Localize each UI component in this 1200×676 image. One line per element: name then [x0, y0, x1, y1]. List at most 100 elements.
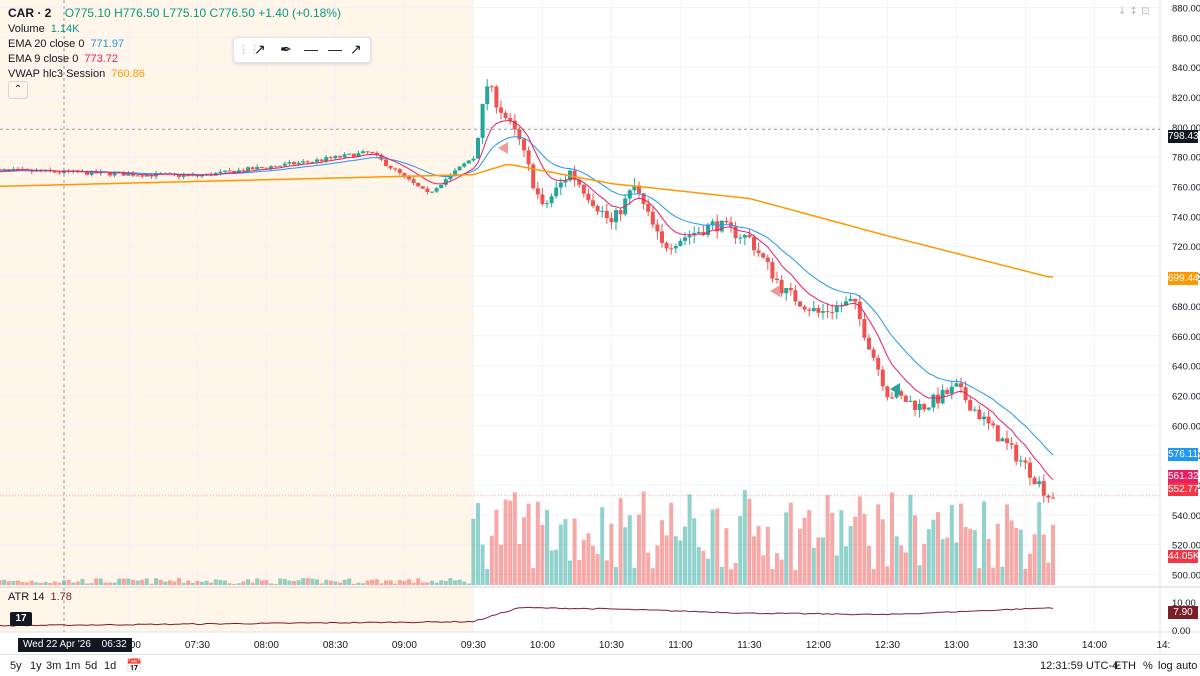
range-5d[interactable]: 5d	[85, 660, 98, 672]
horizontal-ray-icon[interactable]: —	[328, 41, 342, 57]
volume-bar	[112, 582, 117, 585]
volume-bar	[80, 579, 85, 585]
time-tick-label: 08:30	[323, 640, 348, 651]
candle-body	[264, 167, 269, 169]
candle-body	[986, 416, 991, 424]
price-tick-label: 760.00	[1172, 183, 1200, 194]
range-3m[interactable]: 3m	[46, 660, 62, 672]
volume-bar	[94, 578, 99, 585]
auto-toggle[interactable]: auto	[1176, 660, 1198, 672]
volume-bar	[278, 578, 283, 585]
candle-body	[499, 107, 503, 113]
candle-body	[1046, 495, 1051, 498]
time-tick-label: 08:00	[254, 640, 279, 651]
volume-bar	[416, 578, 421, 585]
last-price-label: 552.77	[1168, 483, 1199, 496]
volume-bar	[825, 495, 830, 585]
candle-body	[503, 112, 508, 119]
brush-icon[interactable]: ✒	[280, 41, 292, 57]
volume-bar	[650, 568, 655, 585]
atr-legend[interactable]: ATR 14 1.78	[8, 591, 72, 603]
candle-body	[600, 210, 605, 212]
volume-bar	[890, 492, 894, 585]
volume-bar	[1009, 520, 1014, 585]
volume-bar	[821, 537, 825, 585]
candle-body	[664, 242, 669, 249]
volume-bar	[954, 542, 959, 585]
candle-body	[604, 210, 609, 219]
low-value: L775.10	[162, 6, 207, 20]
trend-line-icon[interactable]: ↗	[254, 41, 266, 57]
candle-body	[830, 312, 835, 314]
line-icon[interactable]: ↗	[350, 41, 362, 57]
candle-body	[678, 240, 683, 246]
range-1m[interactable]: 1m	[65, 660, 81, 672]
candle-body	[471, 158, 476, 161]
volume-bar	[885, 566, 890, 585]
volume-bar	[1000, 566, 1005, 585]
volume-bar	[1028, 553, 1032, 585]
candle-body	[287, 162, 292, 164]
ema9-legend[interactable]: EMA 9 close 0 773.72	[8, 53, 118, 65]
grip-icon[interactable]: ⋮⋮	[238, 44, 260, 56]
volume-bar	[25, 582, 30, 585]
candle-body	[968, 400, 973, 411]
tradingview-logo[interactable]: 17	[10, 612, 32, 626]
volume-bar	[669, 502, 674, 585]
time-tick-label: 12:00	[806, 640, 831, 651]
volume-bar	[1032, 534, 1037, 585]
volume-bar	[89, 583, 94, 585]
candle-body	[200, 175, 204, 177]
volume-bar	[34, 582, 39, 585]
candle-body	[52, 171, 57, 173]
volume-bar	[632, 567, 637, 585]
time-tick-label: 13:30	[1013, 640, 1038, 651]
ema20-legend[interactable]: EMA 20 close 0 771.97	[8, 38, 124, 50]
vwap-legend[interactable]: VWAP hlc3 Session 760.86	[8, 68, 145, 80]
candle-body	[508, 118, 513, 121]
candle-body	[646, 204, 651, 212]
collapse-legend-button[interactable]: ⌃	[8, 81, 28, 99]
candle-body	[439, 184, 444, 189]
range-5y[interactable]: 5y	[10, 660, 22, 672]
volume-legend[interactable]: Volume 1.14K	[8, 23, 79, 35]
volume-bar	[20, 581, 25, 585]
volume-bar	[172, 581, 177, 585]
price-tick-label: 620.00	[1172, 391, 1200, 402]
volume-bar	[963, 527, 968, 585]
calendar-icon[interactable]: 📅	[126, 658, 143, 673]
volume-bar	[1014, 527, 1019, 585]
clock-label[interactable]: 12:31:59 UTC-4	[1040, 660, 1119, 672]
candle-body	[742, 235, 747, 238]
candle-body	[917, 404, 922, 410]
candle-body	[430, 191, 434, 193]
log-toggle[interactable]: log	[1158, 660, 1173, 672]
candle-body	[972, 409, 977, 411]
volume-bar	[1046, 562, 1051, 585]
candle-body	[411, 179, 416, 183]
volume-bar	[839, 510, 844, 585]
candle-body	[278, 165, 283, 167]
volume-bar	[931, 519, 936, 585]
candle-body	[232, 170, 237, 174]
candle-body	[416, 182, 421, 187]
range-1d[interactable]: 1d	[104, 660, 117, 672]
session-label[interactable]: ETH	[1114, 660, 1136, 672]
candle-body	[522, 139, 526, 151]
range-1y[interactable]: 1y	[30, 660, 42, 672]
candle-body	[246, 167, 250, 172]
crosshair-date-label: Wed 22 Apr '26 06:32	[18, 638, 132, 652]
candle-body	[848, 298, 853, 302]
volume-bar	[913, 515, 917, 585]
vwap-label: VWAP hlc3 Session	[8, 68, 106, 80]
horizontal-line-icon[interactable]: —	[304, 41, 318, 57]
volume-bar	[922, 543, 927, 585]
percent-toggle[interactable]: %	[1143, 660, 1153, 672]
volume-bar	[6, 581, 11, 585]
volume-bar	[269, 583, 273, 585]
volume-bar	[16, 580, 20, 585]
candle-body	[880, 369, 885, 387]
candle-body	[489, 86, 494, 88]
symbol-name[interactable]: CAR · 2	[8, 6, 52, 20]
